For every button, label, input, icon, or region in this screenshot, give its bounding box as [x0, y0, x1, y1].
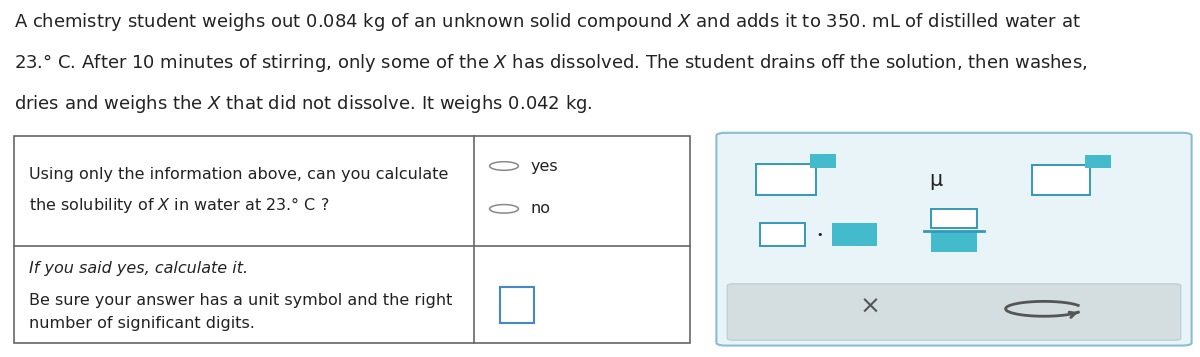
Circle shape — [490, 205, 518, 213]
FancyBboxPatch shape — [1085, 155, 1111, 168]
FancyBboxPatch shape — [14, 136, 690, 343]
Text: no: no — [530, 201, 551, 216]
FancyBboxPatch shape — [500, 287, 534, 323]
Text: Be sure your answer has a unit symbol and the right
number of significant digits: Be sure your answer has a unit symbol an… — [29, 293, 452, 331]
FancyBboxPatch shape — [760, 223, 805, 246]
Text: •: • — [816, 230, 823, 240]
FancyBboxPatch shape — [716, 133, 1192, 346]
FancyBboxPatch shape — [756, 164, 816, 195]
Text: A chemistry student weighs out 0.084 kg of an unknown solid compound $X$ and add: A chemistry student weighs out 0.084 kg … — [14, 11, 1081, 33]
FancyBboxPatch shape — [810, 154, 836, 168]
Circle shape — [490, 162, 518, 170]
Text: x10: x10 — [775, 179, 797, 189]
FancyBboxPatch shape — [832, 223, 877, 246]
FancyBboxPatch shape — [931, 209, 977, 228]
FancyBboxPatch shape — [931, 232, 977, 252]
Text: μ: μ — [929, 170, 943, 190]
Text: If you said yes, calculate it.: If you said yes, calculate it. — [29, 261, 248, 276]
FancyBboxPatch shape — [727, 284, 1181, 340]
Text: yes: yes — [530, 159, 558, 174]
FancyBboxPatch shape — [1032, 165, 1090, 195]
Text: ×: × — [859, 295, 881, 319]
Text: dries and weighs the $X$ that did not dissolve. It weighs 0.042 kg.: dries and weighs the $X$ that did not di… — [14, 93, 593, 115]
Text: Using only the information above, can you calculate
the solubility of $X$ in wat: Using only the information above, can yo… — [29, 167, 448, 215]
Text: 23.° C. After 10 minutes of stirring, only some of the $X$ has dissolved. The st: 23.° C. After 10 minutes of stirring, on… — [14, 52, 1088, 74]
